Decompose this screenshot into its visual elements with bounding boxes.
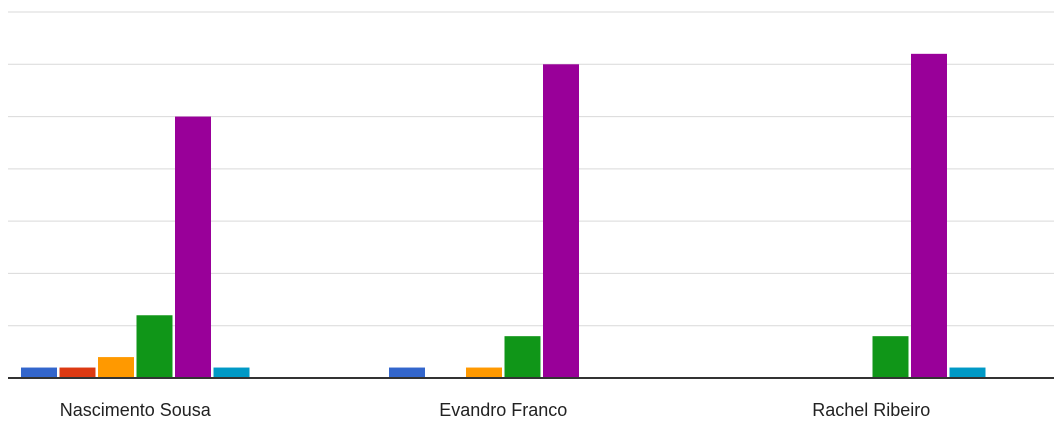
- bar-1-series-2: [466, 367, 502, 378]
- bar-0-series-5: [213, 367, 250, 378]
- category-labels: Nascimento Sousa Evandro Franco Rachel Rib…: [60, 400, 931, 420]
- x-tick-label: Nascimento Sousa: [60, 400, 212, 420]
- x-tick-label: Evandro Franco: [439, 400, 567, 420]
- bar-2-series-5: [949, 367, 986, 378]
- bar-2-series-4: [911, 53, 947, 378]
- x-tick-label: Rachel Ribeiro: [812, 400, 930, 420]
- bar-2-series-3: [872, 336, 909, 378]
- bar-1-series-3: [504, 336, 541, 378]
- bar-0-series-3: [136, 315, 173, 378]
- bar-1-series-0: [389, 367, 425, 378]
- bar-0-series-1: [59, 367, 96, 378]
- bar-1-series-4: [543, 64, 579, 379]
- bar-0-series-4: [175, 116, 211, 379]
- bar-0-series-0: [21, 367, 57, 378]
- bar-0-series-2: [98, 357, 134, 378]
- bars: [21, 53, 986, 379]
- gridlines: [8, 11, 1054, 327]
